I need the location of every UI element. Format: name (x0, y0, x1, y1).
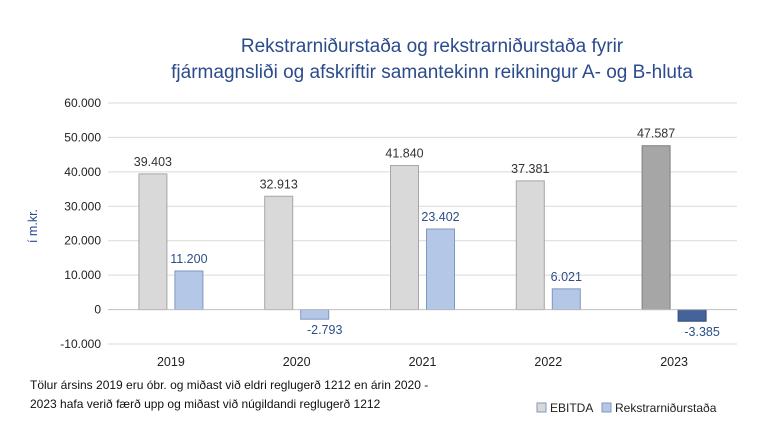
y-tick-label: 20.000 (64, 234, 101, 248)
bar-rekstrarnidurstada (300, 309, 330, 320)
bars (138, 145, 707, 322)
y-tick-label: -10.000 (60, 337, 101, 351)
data-labels: 39.403 11.200 32.913 -2.793 41.840 23.402 37.3… (134, 127, 720, 339)
y-tick-label: 10.000 (64, 268, 101, 282)
bar-rekstrarnidurstada (426, 228, 455, 311)
chart-title-line-1: Rekstrarniðurstaða og rekstrarniðurstaða… (241, 36, 624, 57)
x-tick-label: 2022 (534, 355, 562, 369)
y-tick-label: 40.000 (64, 165, 101, 179)
bar-rekstrarnidurstada (677, 309, 707, 322)
footnote: Tölur ársins 2019 eru óbr. og miðast við… (30, 378, 428, 411)
gridlines (108, 102, 737, 345)
data-label: 6.021 (551, 270, 582, 284)
y-tick-label: 30.000 (64, 199, 101, 213)
bar-ebitda (515, 180, 545, 311)
legend-label: Rekstrarniðurstaða (615, 401, 717, 415)
data-label: 41.840 (385, 147, 423, 161)
x-tick-label: 2019 (157, 355, 185, 369)
footnote-line-1: Tölur ársins 2019 eru óbr. og miðast við… (30, 378, 428, 392)
data-label: 37.381 (511, 162, 549, 176)
data-label: 23.402 (421, 210, 459, 224)
data-label: 32.913 (260, 177, 298, 191)
data-label: 47.587 (637, 127, 675, 141)
bar-rekstrarnidurstada (551, 288, 581, 311)
x-tick-label: 2021 (409, 355, 437, 369)
x-axis-ticks: 2019 2020 2021 2022 2023 (157, 355, 688, 369)
legend-label: EBITDA (550, 401, 593, 415)
footnote-line-2: 2023 hafa verið færð upp og miðast við n… (30, 397, 381, 411)
x-tick-label: 2020 (283, 355, 311, 369)
data-label: -3.385 (684, 325, 719, 339)
y-axis-label: í m.kr. (26, 209, 40, 243)
y-tick-label: 0 (94, 303, 101, 317)
data-label: 39.403 (134, 155, 172, 169)
y-tick-label: 50.000 (64, 130, 101, 144)
y-tick-label: 60.000 (64, 96, 101, 110)
legend-swatch (601, 402, 612, 413)
chart-title-line-2: fjármagnsliði og afskriftir samantekinn … (171, 62, 693, 83)
bar-rekstrarnidurstada (174, 270, 204, 311)
bar-ebitda (390, 165, 419, 311)
y-axis-ticks: -10.000 0 10.000 20.000 30.000 40.000 50.000 60… (60, 96, 101, 351)
bar-ebitda (264, 195, 294, 311)
legend-swatch (536, 402, 547, 413)
data-label: 11.200 (170, 252, 207, 266)
bar-ebitda (138, 173, 168, 311)
bar-ebitda (641, 145, 671, 311)
x-tick-label: 2023 (660, 355, 688, 369)
data-label: -2.793 (307, 323, 342, 337)
chart-title: Rekstrarniðurstaða og rekstrarniðurstaða… (171, 36, 693, 83)
legend: EBITDA Rekstrarniðurstaða (536, 401, 717, 415)
